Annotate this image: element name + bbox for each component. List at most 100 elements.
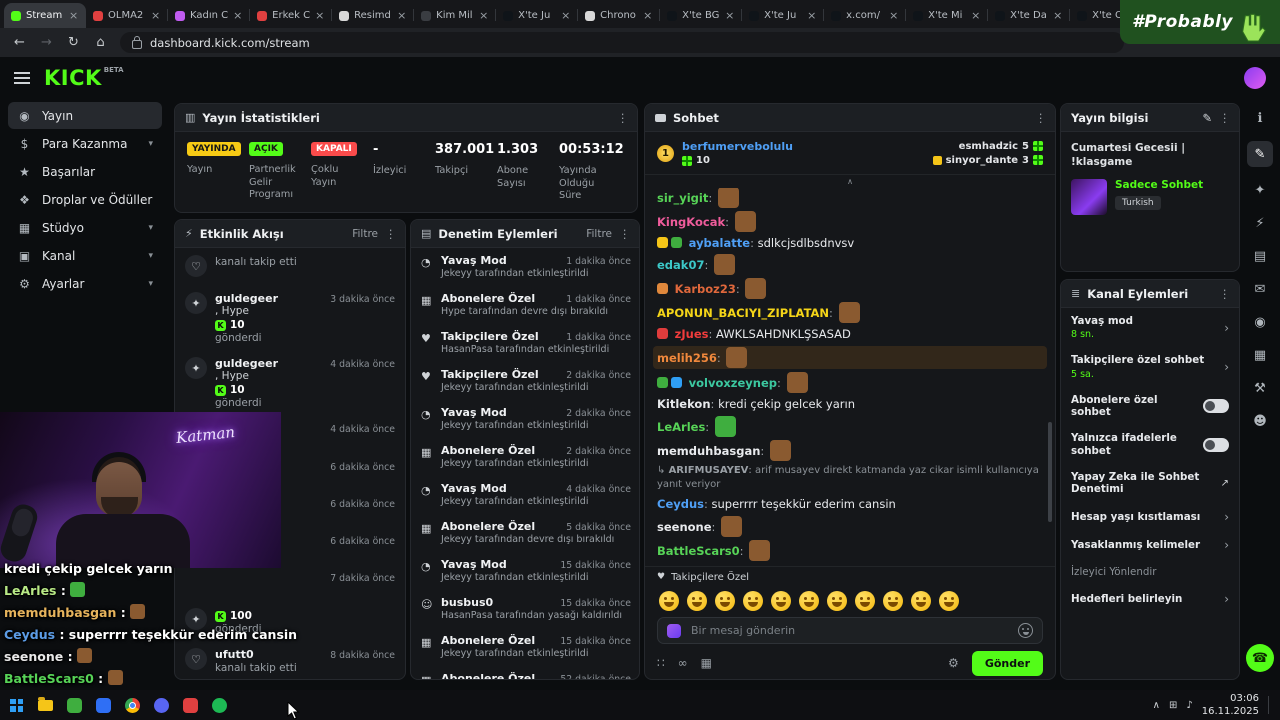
taskbar-app[interactable] xyxy=(147,691,176,720)
moderation-item[interactable]: ◔ 1 dakika önce Yavaş Mod Jekeyy tarafın… xyxy=(411,248,639,286)
moderation-item[interactable]: ▦ 15 dakika önce Abonelere Özel Jekeyy t… xyxy=(411,628,639,666)
moderation-item[interactable]: ◔ 2 dakika önce Yavaş Mod Jekeyy tarafın… xyxy=(411,400,639,438)
channel-action-row[interactable]: İzleyici Yönlendir xyxy=(1061,559,1239,585)
tab-close-icon[interactable] xyxy=(69,10,79,21)
chat-message-list[interactable]: iltsyamu ŞSGWPWGWLSGQKSGWODPOEW9LW Ezo00… xyxy=(645,188,1055,566)
moderation-item[interactable]: ◔ 15 dakika önce Yavaş Mod Jekeyy tarafı… xyxy=(411,552,639,590)
chat-username[interactable]: melih256 xyxy=(657,351,717,366)
tray-icon[interactable]: ⊞ xyxy=(1168,699,1178,711)
tab-close-icon[interactable] xyxy=(807,10,817,21)
reload-icon[interactable] xyxy=(66,35,81,50)
quick-emote[interactable] xyxy=(939,590,959,611)
kebab-menu-icon[interactable] xyxy=(1219,287,1229,301)
kebab-menu-icon[interactable] xyxy=(1219,111,1229,125)
hamburger-menu-icon[interactable] xyxy=(14,72,30,84)
chat-username[interactable]: ARIFMUSAYEV xyxy=(668,464,749,476)
channel-action-row[interactable]: Hesap yaşı kısıtlaması xyxy=(1061,503,1239,531)
channel-action-row[interactable]: Takipçilere özel sohbet 5 sa. xyxy=(1061,347,1239,386)
moderation-filter-button[interactable]: Filtre xyxy=(586,227,612,240)
tray-icon[interactable]: ♪ xyxy=(1186,699,1193,711)
browser-tab[interactable]: Chrono xyxy=(578,3,661,28)
activity-item[interactable]: ✦ guldegeer , Hype 10 gönderdi 3 dakika … xyxy=(175,285,405,350)
clock[interactable]: 03:06 16.11.2025 xyxy=(1202,692,1259,718)
tab-close-icon[interactable] xyxy=(643,10,653,21)
tab-close-icon[interactable] xyxy=(233,10,243,21)
browser-tab[interactable]: Stream xyxy=(4,3,86,28)
emoji-picker-icon[interactable] xyxy=(1018,623,1033,638)
quick-emote[interactable] xyxy=(659,590,679,611)
quick-emote[interactable] xyxy=(771,590,791,611)
chat-username[interactable]: Karboz23 xyxy=(674,282,736,297)
dice-icon[interactable] xyxy=(657,656,665,670)
browser-tab[interactable]: X'te Mi xyxy=(906,3,989,28)
channel-action-row[interactable]: Yalnızca ifadelerle sohbet xyxy=(1061,425,1239,464)
right-strip-icon[interactable]: ℹ xyxy=(1257,110,1263,126)
taskbar-app[interactable] xyxy=(31,691,60,720)
tab-close-icon[interactable] xyxy=(561,10,571,21)
taskbar-app[interactable] xyxy=(118,691,147,720)
gifter-leaderboard[interactable]: 1 berfumervebolulu 10 esmhadzic 5 xyxy=(645,132,1055,175)
activity-item[interactable]: 7 dakika önce xyxy=(175,564,405,601)
quick-emote[interactable] xyxy=(883,590,903,611)
taskbar-app[interactable] xyxy=(2,691,31,720)
chat-scrollbar[interactable] xyxy=(1048,422,1052,522)
moderation-item[interactable]: ▦ 5 dakika önce Abonelere Özel Jekeyy ta… xyxy=(411,514,639,552)
lock-icon[interactable] xyxy=(132,35,142,49)
right-strip-icon[interactable]: ✎ xyxy=(1247,141,1273,167)
activity-item[interactable]: 6 dakika önce xyxy=(175,490,405,527)
show-desktop-strip[interactable] xyxy=(1268,696,1274,714)
kick-logo[interactable]: KICK BETA xyxy=(44,66,124,90)
support-button[interactable] xyxy=(1246,644,1274,672)
quick-emote[interactable] xyxy=(827,590,847,611)
right-strip-icon[interactable]: ▤ xyxy=(1253,248,1267,264)
sidebar-item[interactable]: ★ Başarılar xyxy=(8,158,162,185)
moderation-item[interactable]: ☺ 15 dakika önce busbus0 HasanPasa taraf… xyxy=(411,590,639,628)
quick-emote[interactable] xyxy=(855,590,875,611)
browser-tab[interactable]: OLMA2 xyxy=(86,3,168,28)
home-icon[interactable] xyxy=(93,35,108,50)
right-strip-icon[interactable]: ⚒ xyxy=(1254,380,1266,396)
tab-close-icon[interactable] xyxy=(725,10,735,21)
edit-icon[interactable] xyxy=(1202,111,1212,125)
kebab-menu-icon[interactable] xyxy=(385,227,395,241)
kebab-menu-icon[interactable] xyxy=(619,227,629,241)
sidebar-item[interactable]: $ Para Kazanma xyxy=(8,130,162,157)
chat-message-input[interactable] xyxy=(689,623,1010,638)
activity-item[interactable]: ♡ ufutt0 kanalı takip etti 8 dakika önce xyxy=(175,641,405,679)
right-strip-icon[interactable]: ☻ xyxy=(1253,413,1267,429)
channel-action-row[interactable]: Yapay Zeka ile Sohbet Denetimi xyxy=(1061,464,1239,503)
sidebar-item[interactable]: ❖ Droplar ve Ödüller xyxy=(8,186,162,213)
activity-item[interactable]: ✦ guldegeer , Hype 10 gönderdi 4 dakika … xyxy=(175,350,405,415)
right-strip-icon[interactable]: ▦ xyxy=(1253,347,1267,363)
category-thumbnail[interactable] xyxy=(1071,179,1107,216)
browser-tab[interactable]: X'te Da xyxy=(988,3,1071,28)
chat-username[interactable]: BattleScars0 xyxy=(657,543,740,558)
channel-action-row[interactable]: Yavaş mod 8 sn. xyxy=(1061,308,1239,347)
identity-badge-icon[interactable] xyxy=(667,623,681,638)
chat-username[interactable]: zJues xyxy=(674,327,709,342)
chat-username[interactable]: aybalatte xyxy=(688,235,751,250)
channel-action-row[interactable]: Abonelere özel sohbet xyxy=(1061,387,1239,426)
quick-emote[interactable] xyxy=(715,590,735,611)
kebab-menu-icon[interactable] xyxy=(1035,111,1045,125)
browser-tab[interactable]: X'te BG xyxy=(660,3,743,28)
chat-username[interactable]: KingKocak xyxy=(657,214,726,229)
moderation-item[interactable]: ▦ 1 dakika önce Abonelere Özel Hype tara… xyxy=(411,286,639,324)
right-strip-icon[interactable]: ⚡ xyxy=(1255,215,1265,231)
kebab-menu-icon[interactable] xyxy=(617,111,627,125)
quick-emote[interactable] xyxy=(687,590,707,611)
activity-item[interactable]: 6 dakika önce xyxy=(175,453,405,490)
right-strip-icon[interactable]: ◉ xyxy=(1254,314,1266,330)
forward-icon[interactable] xyxy=(39,35,54,50)
user-avatar[interactable] xyxy=(1244,67,1266,89)
calendar-icon[interactable] xyxy=(701,656,712,670)
chat-username[interactable]: edak07 xyxy=(657,258,705,273)
category-name[interactable]: Sadece Sohbet xyxy=(1115,179,1204,192)
tab-close-icon[interactable] xyxy=(397,10,407,21)
chat-username[interactable]: APONUN_BACIYI_ZIPLATAN xyxy=(657,306,830,321)
browser-tab[interactable]: Resimd xyxy=(332,3,415,28)
url-box[interactable]: dashboard.kick.com/stream xyxy=(120,32,1124,53)
activity-filter-button[interactable]: Filtre xyxy=(352,227,378,240)
browser-tab[interactable]: Kadın C xyxy=(168,3,251,28)
tab-close-icon[interactable] xyxy=(889,10,899,21)
